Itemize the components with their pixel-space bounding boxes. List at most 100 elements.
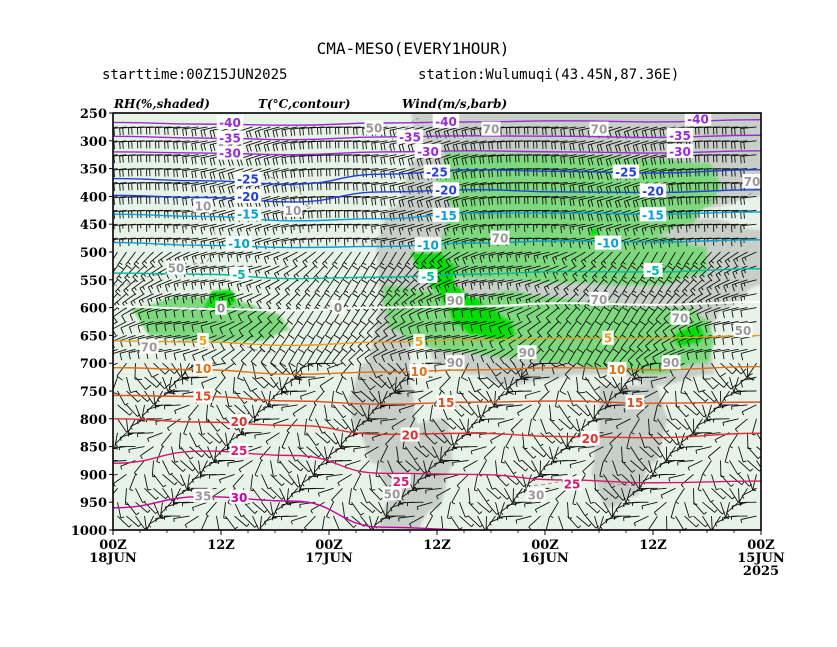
wind-barb — [486, 474, 496, 490]
wind-barb — [238, 321, 253, 337]
wind-barb — [668, 223, 685, 234]
temp-label: 5 — [604, 332, 612, 346]
temp-label-bg — [391, 474, 411, 489]
wind-barb — [343, 279, 352, 298]
wind-barb — [461, 307, 478, 318]
wind-barb — [666, 529, 668, 530]
wind-barb — [417, 307, 433, 321]
temp-label-bg — [396, 129, 424, 144]
wind-barb — [623, 223, 640, 236]
wind-barb — [497, 418, 514, 427]
temp-label: 20 — [231, 415, 248, 429]
wind-barb — [390, 334, 406, 349]
wind-barb — [713, 223, 730, 232]
wind-barb — [470, 279, 487, 290]
wind-barb — [344, 168, 361, 177]
wind-barb — [434, 348, 451, 360]
wind-barb — [173, 126, 190, 136]
wind-barb — [412, 251, 424, 270]
wind-barb — [534, 501, 550, 513]
wind-barb — [414, 446, 430, 458]
wind-barb — [702, 488, 714, 503]
wind-barb — [479, 154, 496, 165]
wind-barb — [560, 154, 577, 164]
wind-barb — [452, 460, 469, 466]
wind-barb — [218, 460, 235, 464]
wind-barb — [621, 460, 636, 473]
wind-barb — [129, 307, 145, 321]
wind-barb — [367, 404, 379, 420]
wind-barb — [738, 446, 747, 463]
wind-barb — [117, 404, 133, 416]
chart-title: CMA-MESO(EVERY1HOUR) — [317, 39, 510, 58]
wind-barb — [695, 348, 712, 360]
wind-barb — [425, 348, 442, 360]
wind-barb — [153, 474, 167, 488]
temp-label-bg — [643, 262, 663, 277]
temp-label: 0 — [334, 301, 342, 315]
wind-barb — [270, 362, 288, 374]
wind-barb — [344, 237, 361, 246]
wind-barb — [250, 349, 262, 367]
wind-barb — [459, 515, 475, 528]
wind-barb — [245, 140, 262, 153]
wind-barb — [209, 223, 226, 236]
wind-barb — [389, 515, 406, 520]
wind-barb — [562, 265, 577, 281]
wind-barb — [677, 209, 694, 220]
wind-barb — [596, 140, 613, 153]
wind-barb — [243, 529, 244, 530]
wind-barb — [234, 502, 245, 518]
wind-barb — [426, 293, 442, 307]
wind-barb — [506, 404, 523, 411]
wind-barb — [576, 529, 578, 530]
wind-barb — [360, 376, 376, 391]
wind-barb — [483, 446, 496, 461]
wind-barb — [360, 488, 371, 504]
wind-barb — [218, 223, 235, 236]
wind-barb — [602, 529, 604, 530]
wind-barb — [391, 321, 406, 336]
wind-barb — [551, 182, 568, 192]
wind-barb — [640, 279, 649, 298]
wind-barb — [113, 140, 118, 142]
wind-barb — [684, 515, 700, 528]
temp-label: 15 — [627, 396, 644, 410]
wind-barb — [626, 432, 631, 450]
wind-barb — [141, 404, 145, 422]
wind-barb — [451, 488, 460, 505]
wind-barb — [669, 334, 685, 349]
temp-contour-25 — [113, 450, 761, 484]
wind-barb — [362, 168, 379, 178]
wind-barb — [533, 126, 550, 135]
wind-barb — [398, 515, 415, 522]
wind-barb — [369, 363, 383, 379]
wind-barb — [256, 293, 271, 309]
wind-barb — [164, 140, 181, 149]
temp-label-bg — [229, 443, 249, 458]
rh-dashed-contour-2 — [130, 340, 276, 353]
wind-barb — [605, 195, 622, 209]
wind-barb — [341, 335, 352, 353]
wind-barb — [521, 529, 523, 530]
wind-barb — [722, 223, 739, 233]
wind-barb — [357, 335, 370, 352]
wind-barb — [609, 432, 622, 447]
wind-barb — [292, 404, 307, 417]
y-tick-label: 650 — [80, 329, 107, 344]
wind-barb — [218, 168, 235, 180]
rh-label-bg — [526, 487, 546, 502]
wind-barb — [684, 251, 694, 270]
wind-barb — [386, 501, 397, 518]
wind-barb — [227, 223, 244, 236]
wind-barb — [713, 209, 730, 218]
y-tick-label: 250 — [80, 107, 107, 122]
wind-barb — [174, 404, 190, 415]
wind-barb — [413, 529, 415, 530]
y-tick-label: 850 — [80, 441, 107, 456]
wind-barb — [740, 390, 757, 395]
wind-barb — [209, 182, 226, 194]
wind-barb — [740, 501, 757, 506]
temp-label-bg — [197, 332, 209, 347]
wind-barb — [659, 460, 676, 468]
